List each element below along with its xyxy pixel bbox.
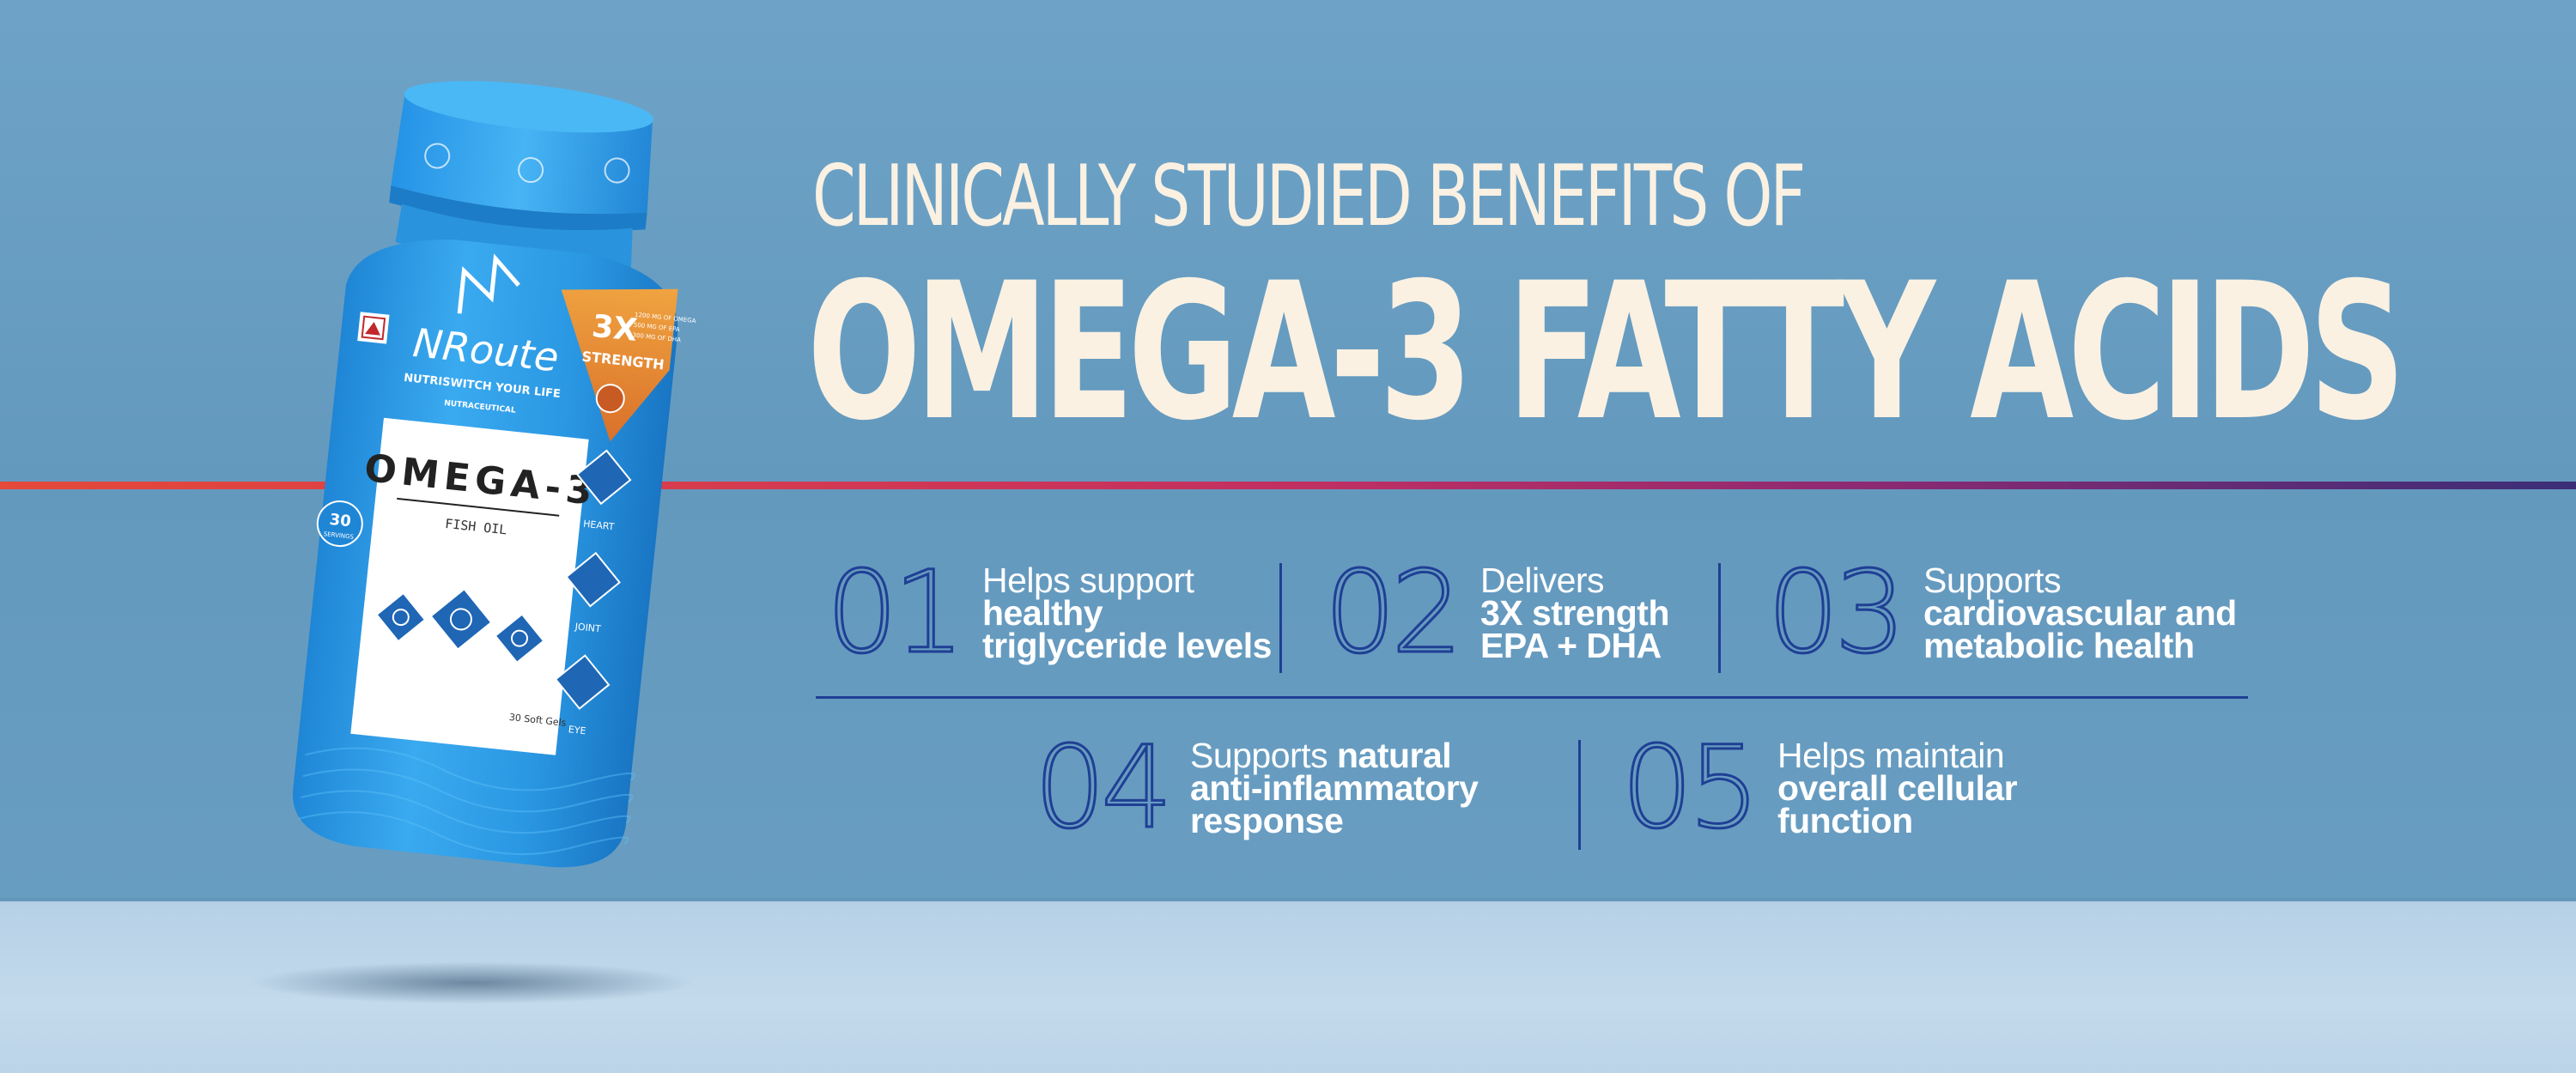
strength-big-text: 3X xyxy=(590,309,639,349)
bottle-shadow xyxy=(249,961,696,1004)
label-badges xyxy=(378,590,543,662)
benefit-text: Delivers 3X strength EPA + DHA xyxy=(1479,561,1670,665)
benefit-first-line: Supports natural xyxy=(1189,736,1479,775)
benefit-number: 05 xyxy=(1620,722,1762,854)
gradient-stripe xyxy=(0,482,2576,489)
benefit-bold-line: triglyceride levels xyxy=(981,626,1272,665)
divider xyxy=(1578,740,1581,850)
benefit-bold-line: EPA + DHA xyxy=(1479,626,1662,665)
benefit-bold-line: response xyxy=(1189,801,1344,840)
benefit-bold-line: healthy xyxy=(981,593,1103,633)
benefit-line: Delivers xyxy=(1479,561,1605,600)
benefit-bold-line: 3X strength xyxy=(1479,593,1670,633)
benefit-number: 01 xyxy=(825,547,967,679)
benefit-text: Supports natural anti-inflammatory respo… xyxy=(1189,736,1479,840)
benefit-number: 03 xyxy=(1766,547,1908,679)
benefit-bold-line: metabolic health xyxy=(1923,626,2195,665)
headline-line-2: OMEGA-3 FATTY ACIDS xyxy=(807,242,2406,462)
benefit-05: 05 Helps maintain overall cellular funct… xyxy=(1620,722,2018,854)
benefit-line: Supports xyxy=(1189,736,1337,775)
product-bottle-image: NRoute NUTRISWITCH YOUR LIFE NUTRACEUTIC… xyxy=(292,81,696,868)
eye-icon-label: EYE xyxy=(568,724,586,737)
heart-icon-label: HEART xyxy=(583,518,616,533)
floor-edge xyxy=(0,898,2576,903)
benefit-number: 04 xyxy=(1033,722,1175,854)
benefit-number: 02 xyxy=(1323,547,1465,679)
benefit-bold-line: overall cellular xyxy=(1777,768,2018,808)
benefit-03: 03 Supports cardiovascular and metabolic… xyxy=(1766,547,2238,679)
servings-label: SERVINGS xyxy=(323,530,355,541)
side-icons xyxy=(554,449,632,710)
benefit-bold-line: cardiovascular and xyxy=(1923,593,2237,633)
benefit-text: Helps maintain overall cellular function xyxy=(1777,736,2018,840)
benefit-bold-inline: natural xyxy=(1336,736,1452,775)
divider xyxy=(1718,563,1721,673)
benefit-line: Supports xyxy=(1923,561,2062,600)
servings-number: 30 xyxy=(329,511,352,531)
headline-line-1: CLINICALLY STUDIED BENEFITS OF xyxy=(812,148,1806,246)
divider xyxy=(1279,563,1282,673)
benefit-line: Helps support xyxy=(981,561,1194,600)
joint-icon-label: JOINT xyxy=(574,621,602,634)
benefit-02: 02 Delivers 3X strength EPA + DHA xyxy=(1323,547,1670,679)
benefit-04: 04 Supports natural anti-inflammatory re… xyxy=(1033,722,1479,854)
benefit-text: Supports cardiovascular and metabolic he… xyxy=(1923,561,2237,665)
benefit-line: Helps maintain xyxy=(1777,736,2005,775)
horizontal-divider xyxy=(816,696,2248,699)
benefit-bold-line: anti-inflammatory xyxy=(1189,768,1479,808)
benefit-bold-line: function xyxy=(1777,801,1913,840)
benefit-01: 01 Helps support healthy triglyceride le… xyxy=(825,547,1273,679)
benefit-text: Helps support healthy triglyceride level… xyxy=(981,561,1272,665)
